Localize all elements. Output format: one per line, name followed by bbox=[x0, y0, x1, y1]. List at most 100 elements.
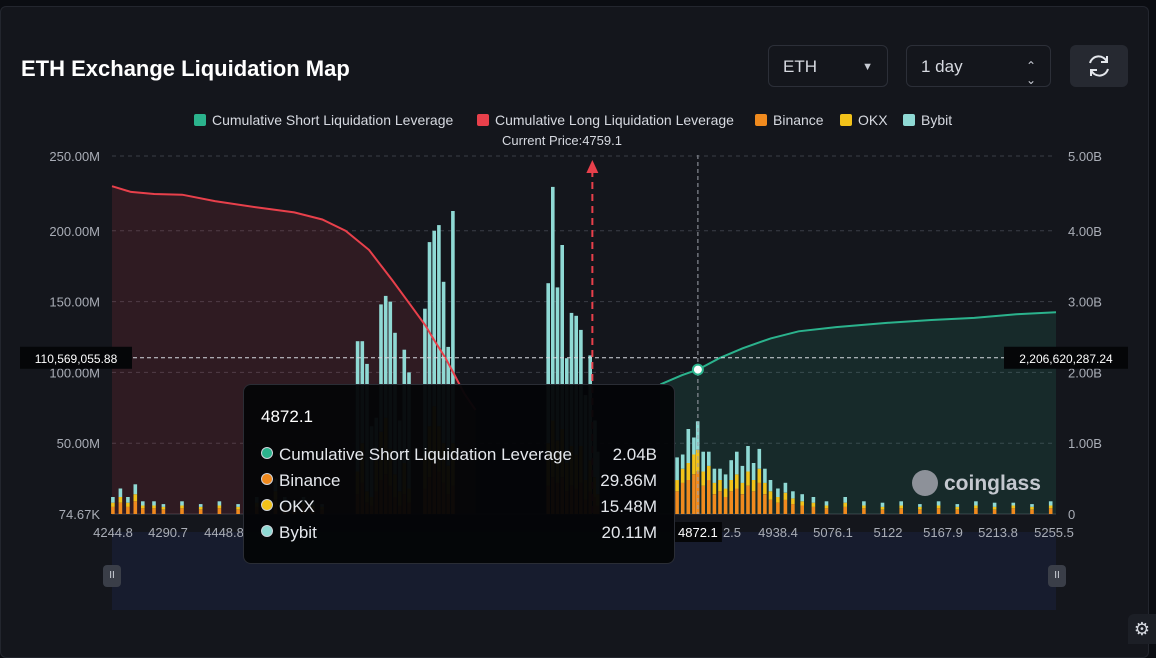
right-axis-tick: 4.00B bbox=[1068, 224, 1102, 239]
bar-bybit bbox=[551, 186, 555, 421]
bar-okx bbox=[843, 502, 847, 507]
bar-okx bbox=[1048, 505, 1053, 509]
x-axis-tick: 5167.9 bbox=[923, 525, 963, 540]
bar-okx bbox=[180, 505, 184, 509]
bar-binance bbox=[723, 497, 728, 514]
bar-bybit bbox=[111, 497, 115, 503]
legend-item-okx[interactable]: OKX bbox=[840, 112, 888, 128]
bar-bybit bbox=[800, 494, 804, 502]
legend-swatch-bybit bbox=[903, 114, 915, 126]
bar-binance bbox=[763, 494, 767, 514]
tooltip-dot-okx bbox=[261, 499, 273, 511]
bar-bybit bbox=[740, 465, 745, 483]
coinglass-logo-icon bbox=[912, 470, 938, 496]
bar-okx bbox=[862, 505, 866, 509]
legend-item-short[interactable]: Cumulative Short Liquidation Leverage bbox=[194, 112, 453, 128]
bar-bybit bbox=[955, 504, 960, 507]
bar-binance bbox=[126, 506, 130, 514]
legend-item-binance[interactable]: Binance bbox=[755, 112, 824, 128]
crosshair-right-box bbox=[1004, 346, 1128, 369]
tooltip-row-short: Cumulative Short Liquidation Leverage 2.… bbox=[261, 445, 657, 467]
bar-binance bbox=[974, 508, 978, 514]
bar-okx bbox=[126, 502, 130, 507]
bar-binance bbox=[111, 506, 115, 514]
bar-binance bbox=[118, 502, 123, 514]
range-select[interactable]: 1 day ⌃ ⌄ bbox=[906, 45, 1051, 87]
bar-binance bbox=[1011, 508, 1016, 514]
bar-bybit bbox=[735, 451, 739, 475]
legend-item-long[interactable]: Cumulative Long Liquidation Leverage bbox=[477, 112, 734, 128]
bar-bybit bbox=[862, 501, 866, 506]
left-axis-tick: 50.00M bbox=[57, 436, 100, 451]
bar-okx bbox=[763, 482, 767, 495]
bar-binance bbox=[740, 494, 745, 514]
bar-bybit bbox=[776, 488, 780, 497]
bar-binance bbox=[133, 501, 138, 514]
caret-down-icon: ▼ bbox=[862, 61, 873, 73]
slider-handle-left[interactable]: II bbox=[103, 565, 121, 587]
page-title: ETH Exchange Liquidation Map bbox=[21, 56, 350, 81]
bar-bybit bbox=[824, 501, 829, 506]
tooltip-dot-short bbox=[261, 447, 273, 459]
bar-bybit bbox=[783, 482, 788, 493]
crosshair-point bbox=[691, 363, 704, 376]
refresh-button[interactable] bbox=[1070, 45, 1128, 87]
bar-bybit bbox=[707, 451, 711, 466]
bar-okx bbox=[824, 505, 829, 509]
bar-binance bbox=[141, 508, 145, 514]
bar-binance bbox=[843, 506, 847, 514]
bar-okx bbox=[791, 498, 795, 505]
bar-bybit bbox=[118, 488, 123, 497]
right-axis-tick: 5.00B bbox=[1068, 149, 1102, 164]
chart-legend: Cumulative Short Liquidation Leverage Cu… bbox=[0, 112, 1156, 132]
bar-bybit bbox=[383, 295, 388, 418]
bar-binance bbox=[768, 499, 773, 514]
bar-okx bbox=[768, 491, 773, 500]
bar-bybit bbox=[161, 504, 166, 507]
bar-bybit bbox=[423, 308, 427, 458]
bar-binance bbox=[783, 499, 788, 514]
bar-binance bbox=[918, 509, 922, 514]
bar-binance bbox=[791, 504, 795, 514]
bar-binance bbox=[800, 505, 804, 514]
bar-okx bbox=[118, 497, 123, 503]
updown-icon: ⌃ ⌄ bbox=[1025, 59, 1036, 87]
bar-binance bbox=[811, 506, 816, 514]
bar-binance bbox=[718, 491, 722, 514]
legend-swatch-okx bbox=[840, 114, 852, 126]
right-axis-tick: 1.00B bbox=[1068, 436, 1102, 451]
bar-okx bbox=[974, 505, 978, 509]
bar-okx bbox=[729, 480, 733, 492]
bar-okx bbox=[152, 505, 156, 509]
bar-bybit bbox=[880, 502, 885, 507]
left-axis-tick: 100.00M bbox=[49, 365, 100, 380]
bar-bybit bbox=[686, 429, 691, 463]
bar-bybit bbox=[432, 230, 436, 407]
tooltip: 4872.1 Cumulative Short Liquidation Leve… bbox=[243, 384, 675, 564]
bar-okx bbox=[718, 480, 722, 492]
bar-bybit bbox=[729, 460, 733, 480]
right-axis-tick: 3.00B bbox=[1068, 295, 1102, 310]
bar-binance bbox=[680, 482, 685, 514]
bar-bybit bbox=[718, 468, 722, 480]
slider-handle-right[interactable]: II bbox=[1048, 565, 1066, 587]
bar-okx bbox=[707, 465, 711, 481]
tooltip-dot-bybit bbox=[261, 525, 273, 537]
legend-item-bybit[interactable]: Bybit bbox=[903, 112, 952, 128]
tooltip-row-okx: OKX 15.48M bbox=[261, 497, 657, 519]
crosshair-x-box bbox=[673, 522, 722, 542]
bar-okx bbox=[800, 501, 804, 506]
symbol-select-value: ETH bbox=[783, 57, 817, 76]
bar-bybit bbox=[843, 497, 847, 503]
tooltip-dot-binance bbox=[261, 473, 273, 485]
bar-okx bbox=[899, 505, 903, 509]
bar-bybit bbox=[217, 501, 222, 506]
tooltip-row-bybit: Bybit 20.11M bbox=[261, 523, 657, 545]
bar-binance bbox=[236, 509, 240, 514]
bar-binance bbox=[862, 508, 866, 514]
symbol-select[interactable]: ETH ▼ bbox=[768, 45, 888, 87]
bar-bybit bbox=[746, 446, 750, 472]
gear-icon[interactable]: ⚙ bbox=[1128, 614, 1156, 644]
bar-okx bbox=[236, 506, 240, 510]
bar-okx bbox=[751, 480, 756, 492]
